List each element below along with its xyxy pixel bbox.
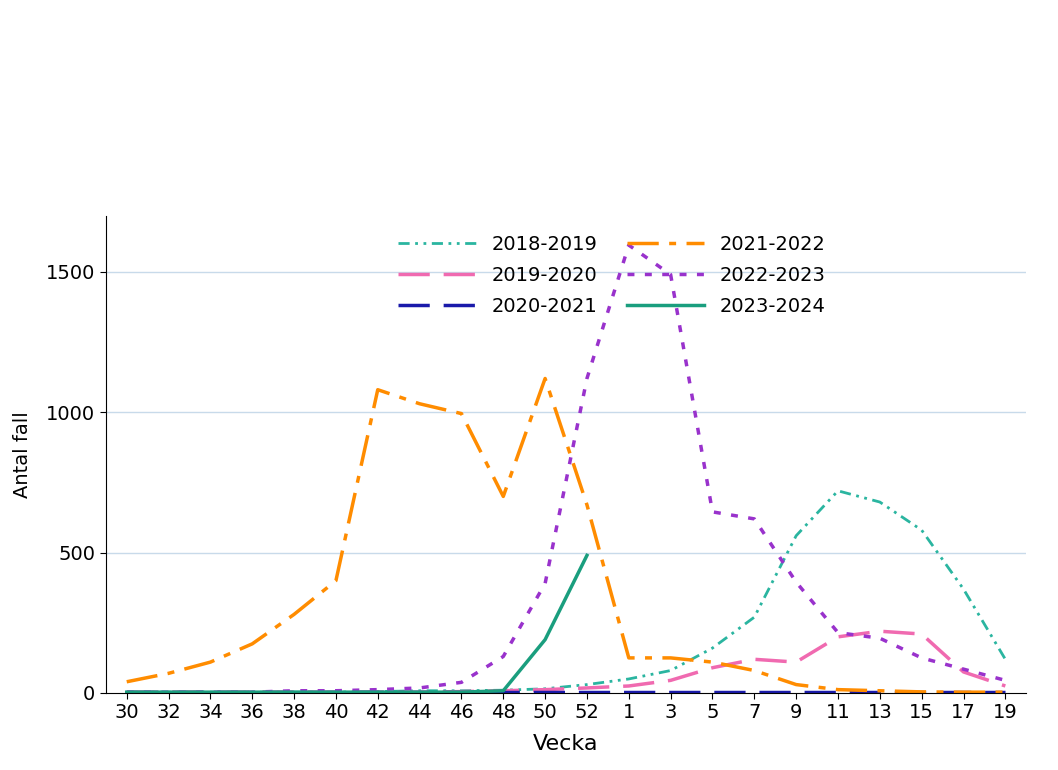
Legend: 2018-2019, 2019-2020, 2020-2021, 2021-2022, 2022-2023, 2023-2024: 2018-2019, 2019-2020, 2020-2021, 2021-20…	[388, 226, 836, 326]
Y-axis label: Antal fall: Antal fall	[13, 411, 32, 497]
X-axis label: Vecka: Vecka	[533, 734, 599, 754]
